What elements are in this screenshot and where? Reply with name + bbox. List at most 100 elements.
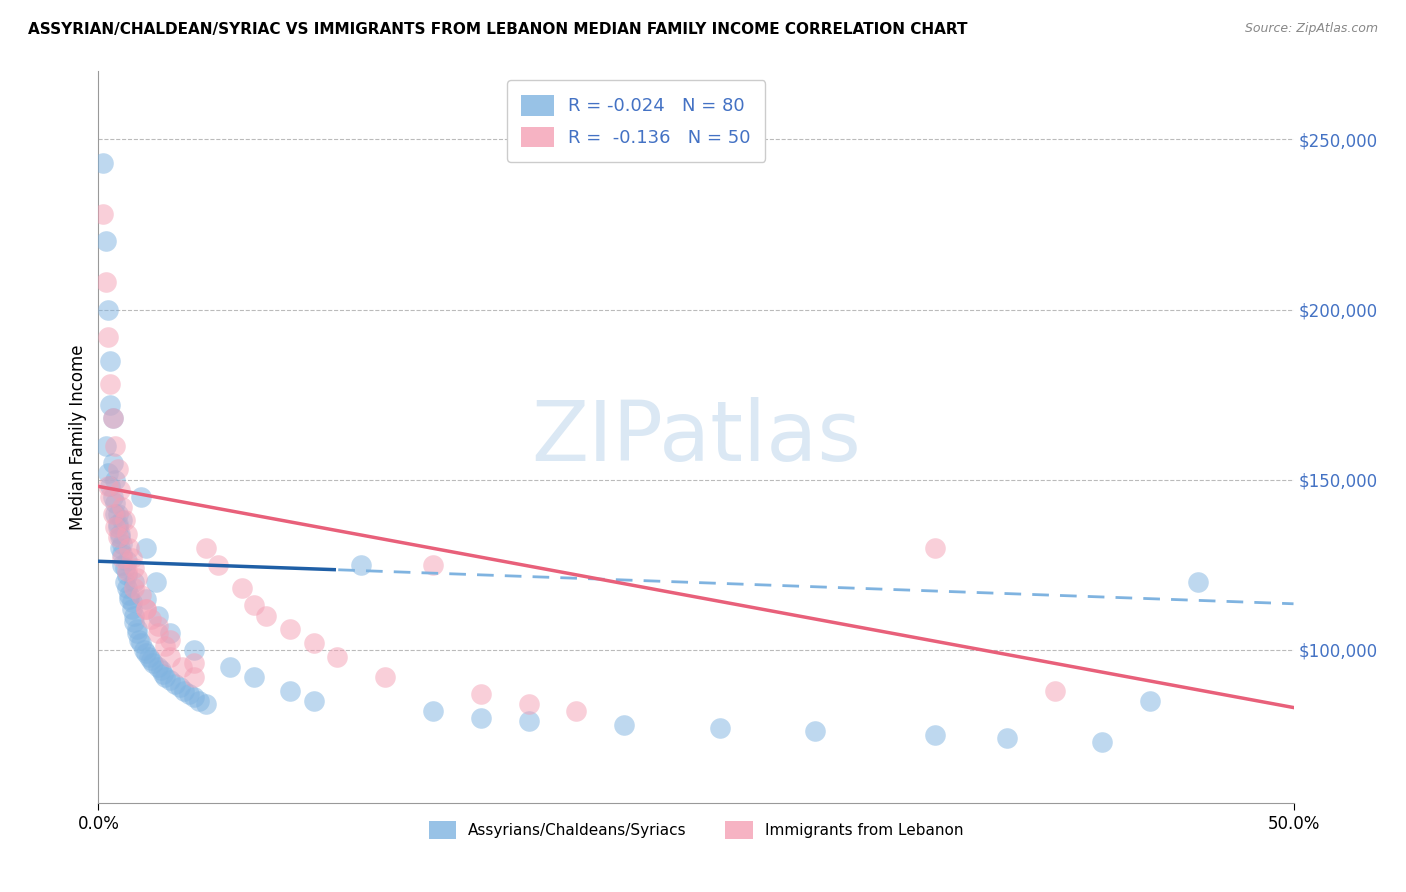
Point xyxy=(517,714,540,728)
Point xyxy=(231,582,253,596)
Point xyxy=(145,574,167,589)
Point xyxy=(219,659,242,673)
Point xyxy=(104,473,127,487)
Text: Source: ZipAtlas.com: Source: ZipAtlas.com xyxy=(1244,22,1378,36)
Point xyxy=(121,595,143,609)
Point xyxy=(135,591,157,606)
Point xyxy=(159,673,181,688)
Point xyxy=(924,728,946,742)
Point xyxy=(107,507,129,521)
Point xyxy=(139,612,162,626)
Point xyxy=(125,625,148,640)
Point xyxy=(108,531,131,545)
Point xyxy=(101,490,124,504)
Point xyxy=(374,670,396,684)
Point xyxy=(470,687,492,701)
Point xyxy=(278,683,301,698)
Point xyxy=(135,646,157,660)
Point xyxy=(207,558,229,572)
Point xyxy=(94,235,117,249)
Point xyxy=(172,659,194,673)
Point xyxy=(995,731,1018,746)
Point xyxy=(124,561,146,575)
Point xyxy=(124,574,146,589)
Point xyxy=(101,456,124,470)
Point xyxy=(111,558,134,572)
Point xyxy=(111,500,134,514)
Point xyxy=(135,541,157,555)
Point xyxy=(138,649,160,664)
Point xyxy=(94,275,117,289)
Point xyxy=(148,619,170,633)
Point xyxy=(148,625,170,640)
Point xyxy=(709,721,731,735)
Point xyxy=(111,513,134,527)
Point xyxy=(107,462,129,476)
Point xyxy=(565,704,588,718)
Point xyxy=(115,582,138,596)
Point xyxy=(124,582,146,596)
Point xyxy=(148,659,170,673)
Point xyxy=(183,657,205,671)
Point xyxy=(173,683,195,698)
Point xyxy=(111,537,134,551)
Point xyxy=(114,513,136,527)
Point xyxy=(101,411,124,425)
Point xyxy=(91,207,114,221)
Point xyxy=(155,670,177,684)
Point xyxy=(142,657,165,671)
Point xyxy=(98,479,122,493)
Point xyxy=(107,516,129,531)
Point xyxy=(118,591,141,606)
Point xyxy=(115,565,138,579)
Point xyxy=(278,622,301,636)
Text: ASSYRIAN/CHALDEAN/SYRIAC VS IMMIGRANTS FROM LEBANON MEDIAN FAMILY INCOME CORRELA: ASSYRIAN/CHALDEAN/SYRIAC VS IMMIGRANTS F… xyxy=(28,22,967,37)
Point xyxy=(1139,694,1161,708)
Point xyxy=(114,561,136,575)
Point xyxy=(1187,574,1209,589)
Point xyxy=(155,640,177,654)
Point xyxy=(422,558,444,572)
Point xyxy=(124,608,146,623)
Point xyxy=(115,527,138,541)
Point xyxy=(326,649,349,664)
Y-axis label: Median Family Income: Median Family Income xyxy=(69,344,87,530)
Legend: Assyrians/Chaldeans/Syriacs, Immigrants from Lebanon: Assyrians/Chaldeans/Syriacs, Immigrants … xyxy=(420,814,972,847)
Point xyxy=(125,571,148,585)
Point xyxy=(98,398,122,412)
Text: ZIPatlas: ZIPatlas xyxy=(531,397,860,477)
Point xyxy=(302,636,325,650)
Point xyxy=(135,602,157,616)
Point xyxy=(111,550,134,565)
Point xyxy=(108,483,131,497)
Point xyxy=(97,329,120,343)
Point xyxy=(350,558,373,572)
Point xyxy=(121,602,143,616)
Point xyxy=(115,567,138,582)
Point xyxy=(104,507,127,521)
Point xyxy=(195,541,218,555)
Point xyxy=(148,608,170,623)
Point xyxy=(804,724,827,739)
Point xyxy=(243,599,266,613)
Point xyxy=(613,717,636,731)
Point xyxy=(1091,734,1114,748)
Point xyxy=(179,687,201,701)
Point xyxy=(254,608,277,623)
Point xyxy=(131,588,153,602)
Point xyxy=(97,479,120,493)
Point xyxy=(107,520,129,534)
Point xyxy=(107,531,129,545)
Point xyxy=(118,588,141,602)
Point xyxy=(183,642,205,657)
Point xyxy=(111,548,134,562)
Point xyxy=(118,541,141,555)
Point xyxy=(163,677,186,691)
Point xyxy=(159,632,181,647)
Point xyxy=(302,694,325,708)
Point xyxy=(139,653,162,667)
Point xyxy=(94,439,117,453)
Point xyxy=(470,711,492,725)
Point xyxy=(125,622,148,636)
Point xyxy=(243,670,266,684)
